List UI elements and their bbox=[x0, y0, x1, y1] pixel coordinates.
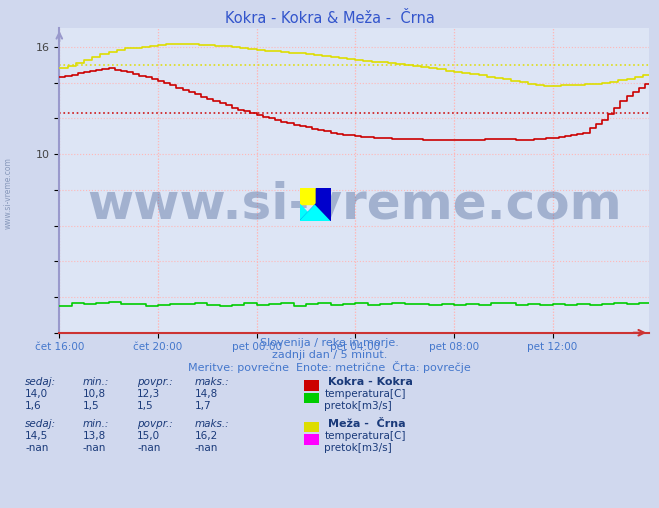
Text: pretok[m3/s]: pretok[m3/s] bbox=[324, 443, 392, 453]
Polygon shape bbox=[300, 205, 331, 221]
Text: Meža -  Črna: Meža - Črna bbox=[328, 419, 405, 429]
Text: -nan: -nan bbox=[137, 443, 160, 453]
Text: 1,5: 1,5 bbox=[137, 401, 154, 411]
Text: 14,8: 14,8 bbox=[194, 389, 217, 399]
Text: povpr.:: povpr.: bbox=[137, 419, 173, 429]
Polygon shape bbox=[316, 188, 331, 221]
Text: maks.:: maks.: bbox=[194, 377, 229, 388]
Text: 14,0: 14,0 bbox=[25, 389, 48, 399]
Text: www.si-vreme.com: www.si-vreme.com bbox=[87, 181, 621, 229]
Text: 1,5: 1,5 bbox=[82, 401, 99, 411]
Polygon shape bbox=[300, 205, 316, 221]
Text: Kokra - Kokra: Kokra - Kokra bbox=[328, 377, 413, 388]
Text: povpr.:: povpr.: bbox=[137, 377, 173, 388]
Text: 12,3: 12,3 bbox=[137, 389, 160, 399]
Text: zadnji dan / 5 minut.: zadnji dan / 5 minut. bbox=[272, 350, 387, 360]
Text: www.si-vreme.com: www.si-vreme.com bbox=[3, 157, 13, 229]
Text: 13,8: 13,8 bbox=[82, 431, 105, 441]
Polygon shape bbox=[300, 205, 316, 221]
Text: sedaj:: sedaj: bbox=[25, 419, 56, 429]
Text: temperatura[C]: temperatura[C] bbox=[324, 431, 406, 441]
Text: 10,8: 10,8 bbox=[82, 389, 105, 399]
Polygon shape bbox=[316, 188, 331, 221]
Text: 14,5: 14,5 bbox=[25, 431, 48, 441]
Polygon shape bbox=[300, 188, 316, 205]
Text: 1,7: 1,7 bbox=[194, 401, 211, 411]
Polygon shape bbox=[316, 188, 331, 221]
Text: -nan: -nan bbox=[82, 443, 105, 453]
Text: Meritve: povrečne  Enote: metrične  Črta: povrečje: Meritve: povrečne Enote: metrične Črta: … bbox=[188, 361, 471, 373]
Text: 1,6: 1,6 bbox=[25, 401, 42, 411]
Text: 15,0: 15,0 bbox=[137, 431, 160, 441]
Text: pretok[m3/s]: pretok[m3/s] bbox=[324, 401, 392, 411]
Text: maks.:: maks.: bbox=[194, 419, 229, 429]
Text: min.:: min.: bbox=[82, 419, 109, 429]
Text: Kokra - Kokra & Meža -  Črna: Kokra - Kokra & Meža - Črna bbox=[225, 11, 434, 26]
Text: 16,2: 16,2 bbox=[194, 431, 217, 441]
Text: Slovenija / reke in morje.: Slovenija / reke in morje. bbox=[260, 338, 399, 348]
Text: -nan: -nan bbox=[25, 443, 48, 453]
Text: min.:: min.: bbox=[82, 377, 109, 388]
Text: -nan: -nan bbox=[194, 443, 217, 453]
Text: temperatura[C]: temperatura[C] bbox=[324, 389, 406, 399]
Text: sedaj:: sedaj: bbox=[25, 377, 56, 388]
